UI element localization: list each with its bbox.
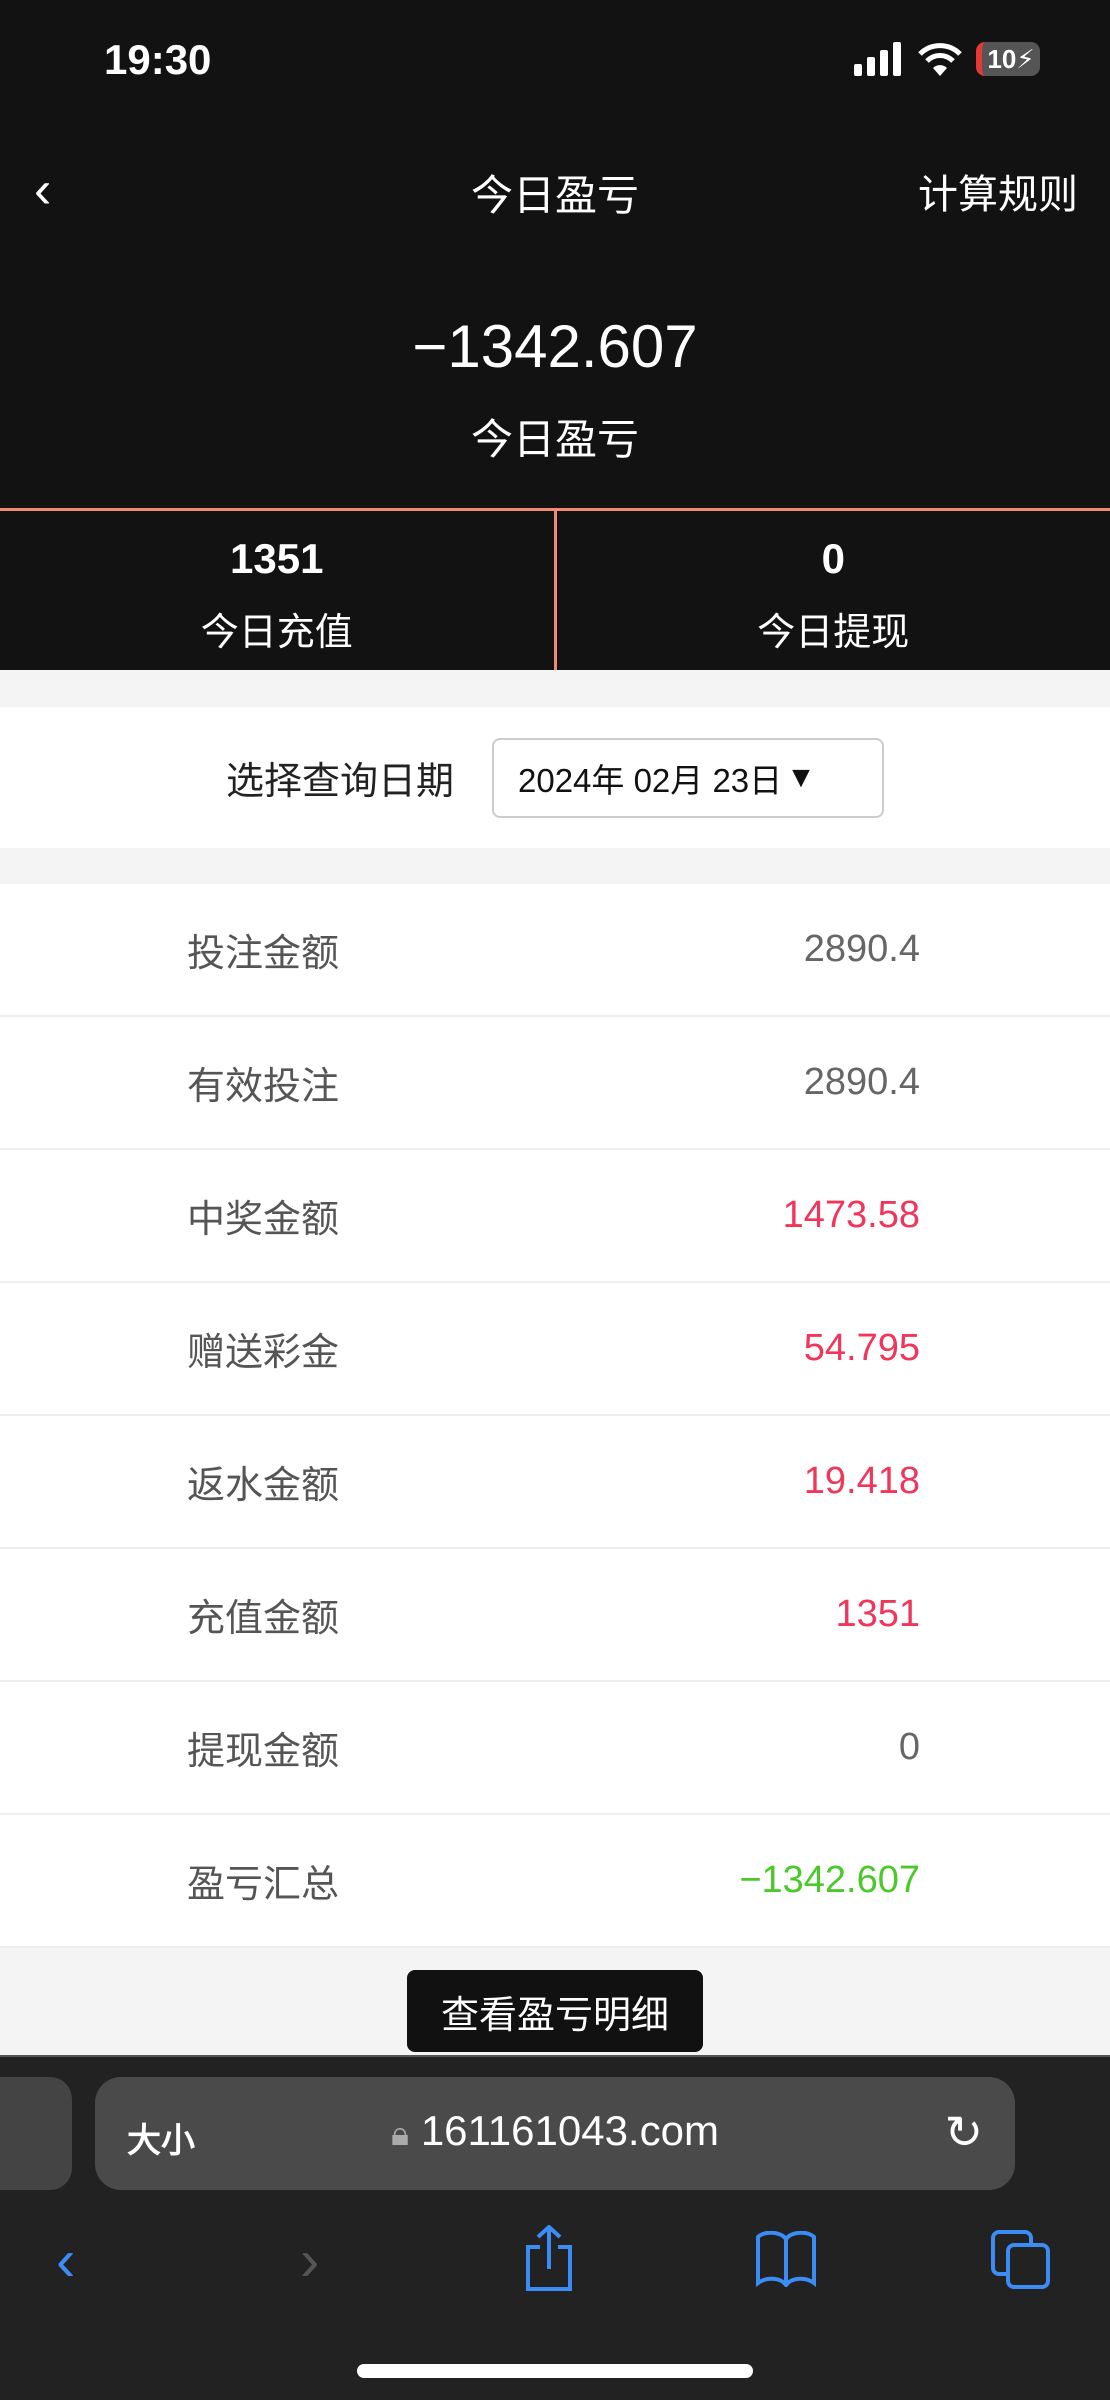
row-label: 提现金额 <box>187 1731 340 1773</box>
stat-label: 今日提现 <box>757 612 910 654</box>
address-bar[interactable]: 大小 🔒︎ 161161043.com ↻ <box>95 2077 1015 2190</box>
list-item: 提现金额 0 <box>0 1682 1110 1815</box>
row-label: 返水金额 <box>187 1465 340 1507</box>
back-icon[interactable]: ‹ <box>56 2228 76 2293</box>
row-value: 54.795 <box>803 1327 920 1369</box>
view-detail-button[interactable]: 查看盈亏明细 <box>407 1970 703 2052</box>
row-label: 投注金额 <box>187 933 340 975</box>
signal-icon <box>854 42 901 76</box>
stat-value: 0 <box>821 535 845 582</box>
stat-label: 今日充值 <box>200 612 353 654</box>
list-item: 投注金额 2890.4 <box>0 884 1110 1017</box>
list-item: 充值金额 1351 <box>0 1549 1110 1682</box>
status-time: 19:30 <box>104 36 212 83</box>
date-query-label: 选择查询日期 <box>225 761 454 803</box>
page-title: 今日盈亏 <box>470 172 639 219</box>
row-value: 2890.4 <box>803 928 920 970</box>
status-icons: 10 ⚡ <box>854 42 1040 76</box>
list-item: 返水金额 19.418 <box>0 1416 1110 1549</box>
home-indicator <box>357 2364 753 2378</box>
share-icon[interactable] <box>524 2225 574 2291</box>
url-text: 🔒︎ 161161043.com <box>95 2107 1015 2155</box>
today-profit-value: −1342.607 <box>412 313 698 380</box>
row-value: 1473.58 <box>782 1194 920 1236</box>
row-value: 0 <box>898 1726 920 1768</box>
today-profit-label: 今日盈亏 <box>470 416 639 463</box>
stat-withdraw: 0 今日提现 <box>553 511 1110 670</box>
list-item: 赠送彩金 54.795 <box>0 1283 1110 1416</box>
lock-icon: 🔒︎ <box>391 2115 410 2153</box>
tabs-icon[interactable] <box>990 2229 1052 2291</box>
row-value: 2890.4 <box>803 1061 920 1103</box>
bookmarks-icon[interactable] <box>754 2231 818 2287</box>
calculation-rules-link[interactable]: 计算规则 <box>918 173 1078 217</box>
stat-deposit: 1351 今日充值 <box>0 511 554 670</box>
back-chevron-icon[interactable]: ‹ <box>34 161 52 219</box>
row-label: 中奖金额 <box>187 1199 340 1241</box>
row-label: 充值金额 <box>187 1598 340 1640</box>
row-label: 盈亏汇总 <box>187 1864 340 1906</box>
row-value: −1342.607 <box>739 1859 920 1901</box>
caret-down-icon: ▼ <box>786 760 816 794</box>
browser-toolbar: 大小 🔒︎ 161161043.com ↻ ‹ › <box>0 2055 1110 2400</box>
list-item: 盈亏汇总 −1342.607 <box>0 1815 1110 1948</box>
row-value: 19.418 <box>803 1460 920 1502</box>
row-label: 有效投注 <box>187 1066 340 1108</box>
row-label: 赠送彩金 <box>187 1332 340 1374</box>
previous-tab-pill[interactable] <box>0 2077 72 2190</box>
reload-icon[interactable]: ↻ <box>944 2106 983 2158</box>
text-size-button[interactable]: 大小 <box>127 2122 195 2160</box>
date-query-row: 选择查询日期 2024年 02月 23日 ▼ <box>0 707 1110 848</box>
wifi-icon <box>918 43 962 76</box>
battery-icon: 10 ⚡ <box>976 42 1040 76</box>
summary-list: 投注金额 2890.4 有效投注 2890.4 中奖金额 1473.58 赠送彩金 54.79… <box>0 884 1110 1948</box>
header: 19:30 10 ⚡ ‹ 今日盈亏 计算规则 −1342.607 今日盈亏 <box>0 0 1110 508</box>
forward-icon[interactable]: › <box>300 2228 320 2293</box>
list-item: 中奖金额 1473.58 <box>0 1150 1110 1283</box>
stats-bar: 1351 今日充值 0 今日提现 <box>0 508 1110 670</box>
list-item: 有效投注 2890.4 <box>0 1017 1110 1150</box>
battery-level: 10 <box>987 43 1017 74</box>
stat-value: 1351 <box>230 535 324 582</box>
date-select[interactable]: 2024年 02月 23日 ▼ <box>492 737 884 818</box>
row-value: 1351 <box>835 1593 920 1635</box>
date-value: 2024年 02月 23日 <box>518 761 783 799</box>
url-value: 161161043.com <box>420 2107 719 2154</box>
